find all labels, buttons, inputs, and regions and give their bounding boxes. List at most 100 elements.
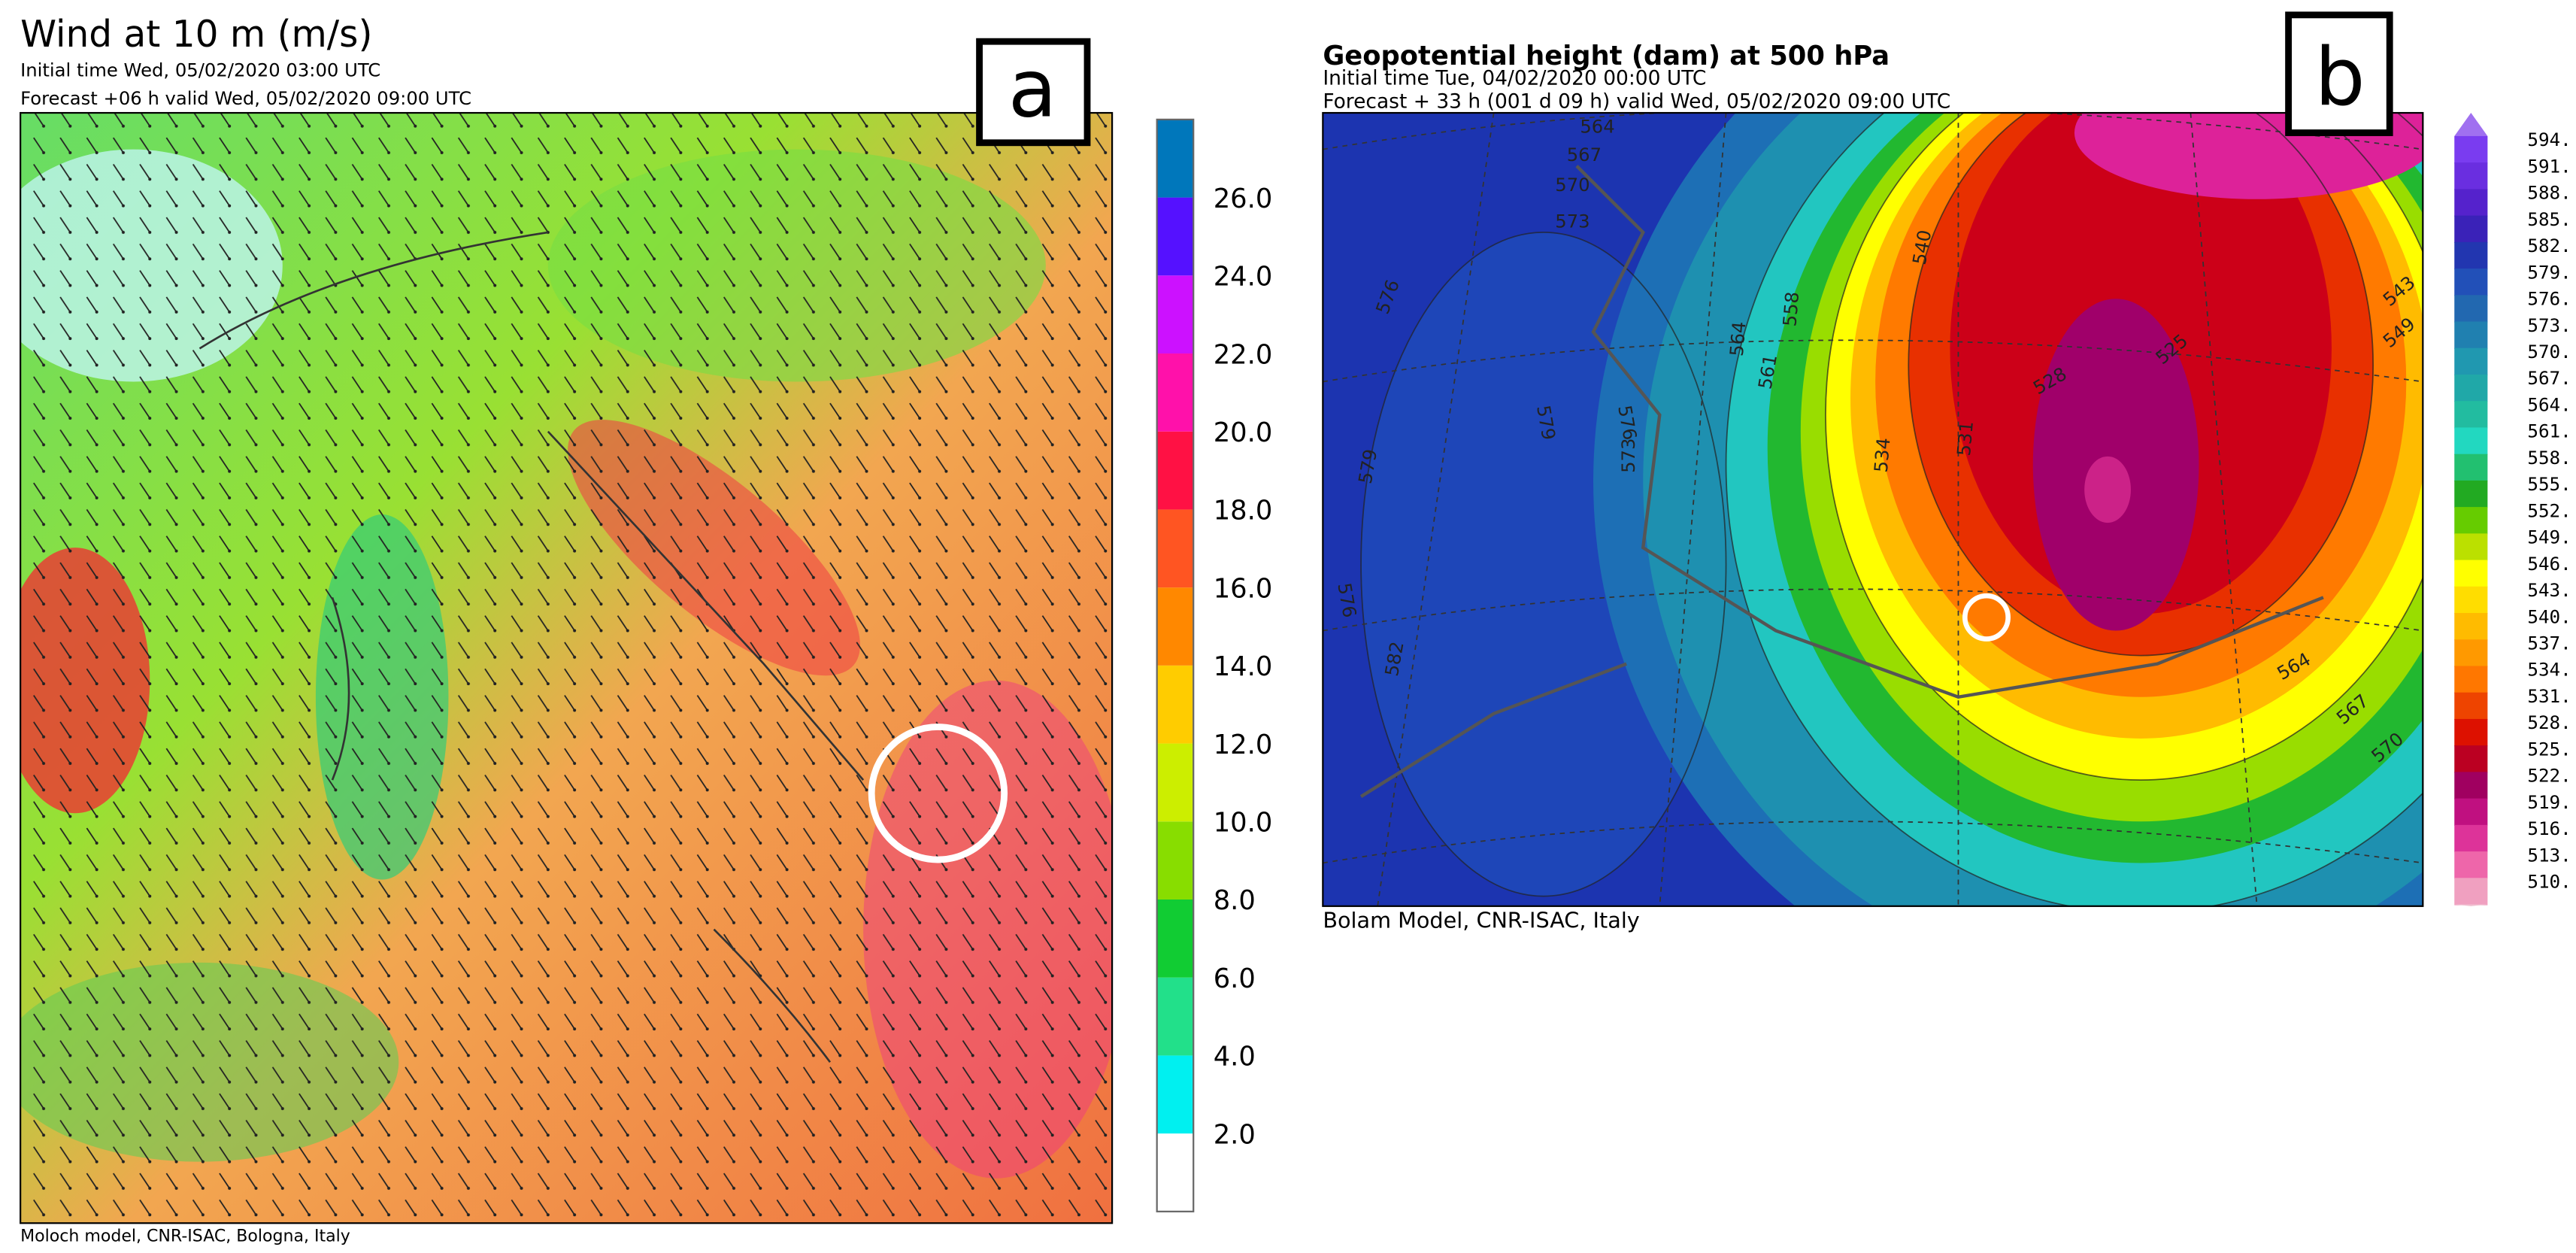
colorbar-segment (1156, 275, 1194, 354)
footer: Moloch model, CNR-ISAC, Bologna, Italy (20, 1227, 350, 1246)
colorbar-segment (2454, 321, 2488, 349)
colorbar-label: 16.0 (1214, 573, 1273, 604)
colorbar-segment (1156, 899, 1194, 978)
colorbar-label: 540. (2527, 605, 2571, 627)
colorbar-segment (2454, 824, 2488, 853)
colorbar-segment (1156, 1133, 1194, 1212)
colorbar-label: 549. (2527, 526, 2571, 548)
colorbar-segment (2454, 718, 2488, 747)
colorbar-label: 510. (2527, 871, 2571, 893)
initial-time: Initial time Wed, 05/02/2020 03:00 UTC (20, 59, 380, 81)
panel-title: Wind at 10 m (m/s) (20, 14, 372, 56)
colorbar-label: 585. (2527, 208, 2571, 230)
colorbar-label: 2.0 (1214, 1119, 1256, 1150)
contour-label: 534 (1870, 437, 1895, 474)
colorbar-label: 567. (2527, 367, 2571, 389)
footer: Bolam Model, CNR-ISAC, Italy (1323, 908, 1639, 933)
colorbar-segment (2454, 401, 2488, 429)
colorbar-segment (1156, 353, 1194, 432)
colorbar-segment (1156, 431, 1194, 510)
colorbar-segment (1156, 665, 1194, 744)
initial-time: Initial time Tue, 04/02/2020 00:00 UTC (1323, 67, 1706, 90)
colorbar-segment (1156, 1055, 1194, 1134)
colorbar-label: 552. (2527, 499, 2571, 521)
colorbar-label: 576. (2527, 288, 2571, 310)
colorbar-segment (2454, 851, 2488, 879)
colorbar-label: 594. (2527, 129, 2571, 150)
colorbar-arrow (2454, 904, 2488, 906)
colorbar-segment (2454, 666, 2488, 693)
colorbar-label: 513. (2527, 844, 2571, 866)
colorbar-segment (1156, 743, 1194, 822)
colorbar-label: 543. (2527, 579, 2571, 601)
colorbar-segment (2454, 639, 2488, 667)
wind-map (20, 113, 1113, 1224)
colorbar: 2.0 4.0 6.0 8.0 10.0 12.0 14.0 16.0 18.0 20.0 22.0… (1156, 118, 1273, 1212)
contour-label: 573 (1555, 210, 1590, 232)
colorbar-label: 561. (2527, 420, 2571, 442)
colorbar-arrow (2454, 113, 2488, 136)
contour-label: 531 (1953, 420, 1977, 457)
colorbar-label: 582. (2527, 235, 2571, 256)
colorbar-segment (1156, 977, 1194, 1056)
colorbar-segment (2454, 427, 2488, 455)
colorbar-label: 516. (2527, 818, 2571, 839)
colorbar-label: 558. (2527, 447, 2571, 469)
colorbar-segment (2454, 374, 2488, 402)
colorbar-label: 588. (2527, 182, 2571, 204)
colorbar-label: 570. (2527, 341, 2571, 363)
colorbar-frame (1156, 118, 1195, 1212)
colorbar-label: 555. (2527, 473, 2571, 495)
map-frame (1322, 111, 2424, 907)
colorbar-label: 12.0 (1214, 730, 1273, 760)
colorbar-label: 546. (2527, 553, 2571, 575)
colorbar-segment (2454, 560, 2488, 587)
colorbar-segment (2454, 507, 2488, 535)
colorbar-segment (2454, 162, 2488, 190)
contour-label: 558 (1778, 291, 1803, 328)
colorbar-label: 531. (2527, 685, 2571, 707)
colorbar-label: 6.0 (1214, 963, 1256, 994)
colorbar-label: 18.0 (1214, 496, 1273, 526)
colorbar-label: 26.0 (1214, 184, 1273, 214)
colorbar-label: 573. (2527, 314, 2571, 336)
panel-title: Geopotential height (dam) at 500 hPa (1323, 41, 1890, 71)
colorbar-segment (1156, 197, 1194, 276)
colorbar-label: 591. (2527, 155, 2571, 177)
contour-label: 564 (1580, 116, 1614, 138)
colorbar-segment (2454, 241, 2488, 270)
colorbar-segment (2454, 745, 2488, 773)
panel-label: b (2314, 31, 2365, 123)
colorbar-label: 24.0 (1214, 262, 1273, 293)
colorbar-label: 525. (2527, 738, 2571, 760)
colorbar-segment (2454, 295, 2488, 323)
forecast-time: Forecast + 33 h (001 d 09 h) valid Wed, … (1323, 90, 1950, 113)
colorbar-label: 10.0 (1214, 808, 1273, 839)
colorbar-segment (2454, 268, 2488, 296)
colorbar-segment (2454, 878, 2488, 906)
colorbar-label: 534. (2527, 659, 2571, 681)
colorbar-segment (2454, 533, 2488, 561)
colorbar-segment (2454, 613, 2488, 641)
colorbar-segment (2454, 189, 2488, 217)
colorbar-segment (1156, 821, 1194, 900)
colorbar-label: 4.0 (1214, 1042, 1256, 1072)
colorbar-label: 8.0 (1214, 885, 1256, 916)
panel-label: a (1008, 42, 1057, 135)
highlight-circle (868, 724, 1008, 863)
colorbar-segment (2454, 215, 2488, 243)
colorbar-label: 14.0 (1214, 651, 1273, 682)
colorbar-label: 22.0 (1214, 339, 1273, 370)
colorbar-segment (1156, 509, 1194, 588)
colorbar-label: 564. (2527, 393, 2571, 415)
colorbar-label: 537. (2527, 632, 2571, 654)
highlight-circle (1962, 593, 2011, 642)
colorbar-segment (2454, 586, 2488, 614)
colorbar-segment (2454, 692, 2488, 721)
panel-label-box (2285, 11, 2393, 136)
colorbar-segment (2454, 798, 2488, 826)
colorbar-segment (2454, 480, 2488, 508)
colorbar-label: 20.0 (1214, 417, 1273, 448)
contour-label: 573 (1617, 438, 1639, 473)
colorbar-segment (2454, 347, 2488, 376)
